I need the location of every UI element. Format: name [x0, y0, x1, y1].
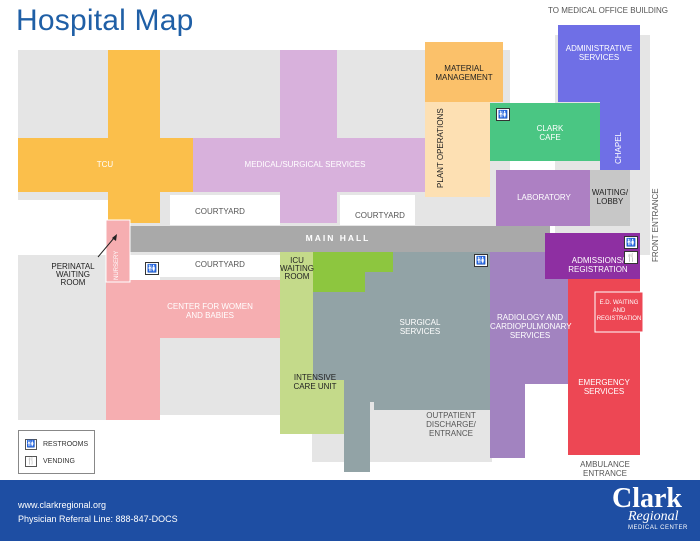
vending-icon-admissions: 🍴 [624, 251, 638, 264]
restroom-icon-surgical: 🚻 [474, 254, 488, 267]
tcu-label: TCU [96, 160, 114, 169]
vending-icon: 🍴 [25, 456, 37, 467]
courtyard-west-area [18, 200, 110, 255]
legend-vending-row: 🍴 VENDING [25, 456, 75, 467]
waiting-lobby-block [590, 170, 630, 226]
surgical-label-line2: SERVICES [399, 327, 441, 336]
ed-waiting-block [594, 291, 644, 333]
women-babies-block [106, 220, 280, 420]
radiology-block [490, 252, 568, 458]
radiology-label-line2: CARDIOPULMONARY [490, 322, 572, 331]
outpatient-label-line1: OUTPATIENT [426, 411, 476, 420]
icu-label-line2: CARE UNIT [293, 382, 337, 391]
radiology-label-line1: RADIOLOGY AND [496, 313, 564, 322]
laboratory-label: LABORATORY [517, 193, 571, 202]
ed-waiting-label-line1: E.D. WAITING [599, 300, 639, 306]
legend-restrooms-row: 🚻 RESTROOMS [25, 439, 88, 450]
perinatal-arrow-line [97, 237, 115, 258]
ed-waiting-label-line2: AND [612, 308, 626, 314]
perinatal-label-line3: ROOM [60, 278, 86, 287]
tcu-block [18, 50, 193, 223]
radiology-label-line3: SERVICES [509, 331, 551, 340]
med-surg-block [193, 50, 425, 223]
restroom-icon: 🚻 [25, 439, 37, 450]
clark-logo-sub: Regional [628, 509, 679, 524]
courtyard-label-south: COURTYARD [195, 260, 245, 269]
admissions-label-line2: REGISTRATION [568, 265, 628, 274]
physician-referral-line: Physician Referral Line: 888-847-DOCS [18, 514, 178, 524]
perinatal-label-line1: PERINATAL [51, 262, 95, 271]
cafe-label-line1: CLARK [536, 124, 564, 133]
cafe-label-line2: CAFE [539, 133, 561, 142]
footer-bar: www.clarkregional.org Physician Referral… [0, 480, 700, 541]
courtyard-label-east: COURTYARD [355, 211, 405, 220]
website-link[interactable]: www.clarkregional.org [18, 500, 107, 510]
med-surg-label: MEDICAL/SURGICAL SERVICES [244, 160, 366, 169]
clark-logo-small: MEDICAL CENTER [628, 525, 688, 531]
perinatal-arrow-head [112, 234, 117, 241]
courtyard-center-area [170, 195, 280, 225]
icu-waiting-label-line2: WAITING [280, 264, 314, 273]
chapel-block [600, 100, 640, 170]
material-management-block [425, 42, 503, 102]
perinatal-label-line2: WAITING [56, 270, 90, 279]
building-footprint-south [18, 255, 110, 420]
women-label-line2: AND BABIES [185, 311, 234, 320]
waiting-label-line1: WAITING/ [591, 188, 629, 197]
page-title: Hospital Map [16, 4, 194, 37]
legend-vending-label: VENDING [43, 458, 75, 465]
admissions-label-line1: ADMISSIONS/ [571, 256, 625, 265]
nursery-block [105, 219, 131, 283]
legend-restrooms-label: RESTROOMS [43, 441, 89, 448]
icu-waiting-label-line1: ICU [290, 256, 304, 265]
front-entrance-label: FRONT ENTRANCE [651, 188, 660, 262]
ambulance-label-line1: AMBULANCE [580, 460, 630, 469]
plant-operations-label: PLANT OPERATIONS [436, 108, 445, 188]
ed-waiting-label-line3: REGISTRATION [596, 316, 642, 322]
courtyard-label-center: COURTYARD [195, 207, 245, 216]
courtyard-south-area [160, 255, 280, 277]
material-label-line2: MANAGEMENT [435, 73, 493, 82]
floor-plan [18, 25, 650, 472]
outpatient-label-line3: ENTRANCE [428, 429, 473, 438]
icu-waiting-block [313, 252, 393, 292]
ambulance-label-line2: ENTRANCE [582, 469, 627, 478]
nursery-label: NURSERY [114, 250, 120, 280]
chapel-label: CHAPEL [614, 131, 623, 164]
plant-operations-block [425, 102, 490, 197]
restroom-icon-women: 🚻 [145, 262, 159, 275]
icu-label-line1: INTENSIVE [293, 373, 337, 382]
admin-label-line1: ADMINISTRATIVE [565, 44, 633, 53]
restroom-icon-cafe: 🚻 [496, 108, 510, 121]
clark-logo-main: Clark [612, 483, 682, 514]
emergency-label-line2: SERVICES [583, 387, 625, 396]
main-hall-block [110, 226, 550, 252]
outpatient-label-line2: DISCHARGE/ [426, 420, 476, 429]
material-label-line1: MATERIAL [444, 64, 484, 73]
surgical-label-line1: SURGICAL [399, 318, 441, 327]
surgical-services-block [313, 252, 490, 472]
admin-label-line2: SERVICES [578, 53, 620, 62]
medical-office-direction-label: TO MEDICAL OFFICE BUILDING [548, 6, 669, 15]
waiting-label-line2: LOBBY [596, 197, 624, 206]
main-hall-label: MAIN HALL [305, 233, 371, 243]
icu-waiting-label-line3: ROOM [284, 272, 310, 281]
restroom-icon-admissions: 🚻 [624, 236, 638, 249]
women-label-line1: CENTER FOR WOMEN [167, 302, 253, 311]
laboratory-block [496, 170, 591, 226]
map-legend: 🚻 RESTROOMS 🍴 VENDING [18, 430, 95, 474]
courtyard-east-area [340, 195, 415, 225]
emergency-label-line1: EMERGENCY [578, 378, 630, 387]
